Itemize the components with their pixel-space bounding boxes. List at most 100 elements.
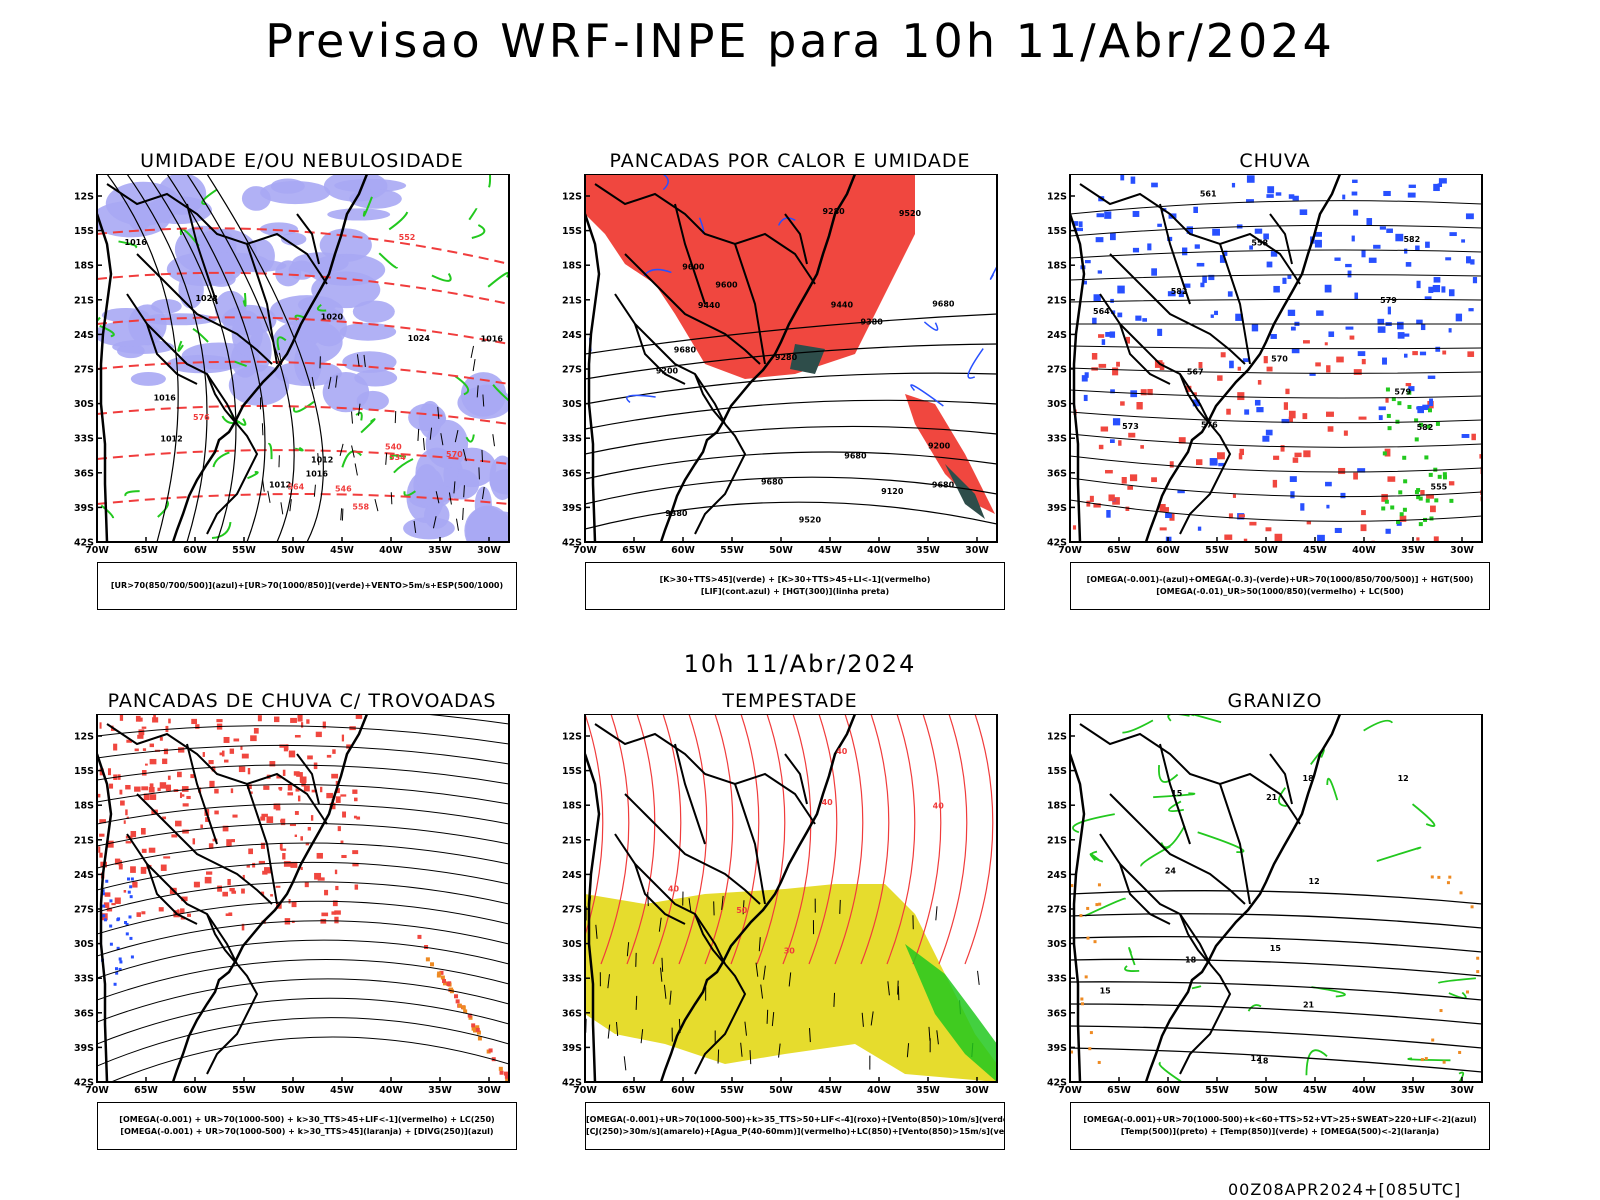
rain-cell [1151, 477, 1157, 483]
rain-cell [1251, 324, 1259, 332]
temp500-line [1070, 1047, 1482, 1073]
lon-label: 30W [1450, 545, 1474, 556]
divergence-dot [129, 936, 133, 940]
thickness-line [97, 405, 509, 425]
rain-cell [1266, 194, 1274, 198]
lifted-index-line [626, 394, 656, 403]
height-contour [1070, 433, 1482, 448]
wind-arrow [476, 385, 479, 398]
storm-cell [134, 786, 141, 792]
temp850-line [1167, 714, 1190, 722]
rain-cell [1448, 289, 1455, 297]
wind-arrow [351, 445, 355, 458]
wind-arrow [390, 492, 393, 505]
wind-vector [870, 1011, 874, 1026]
humidity-blob [130, 371, 166, 386]
lat-label: 30S [562, 939, 582, 950]
rain-cell [1357, 468, 1366, 473]
lat-label: 36S [1047, 468, 1067, 479]
rain-cell [1178, 437, 1186, 444]
wind-arrow [417, 428, 420, 441]
legend-box: [OMEGA(-0.001)+UR>70(1000-500)+k>35_TTS>… [585, 1102, 1005, 1150]
divergence-dot [130, 877, 134, 881]
omega-dot [1086, 936, 1090, 940]
rain-cell [1433, 467, 1438, 472]
forecast-time: 10h 11/Abr/2024 [683, 650, 917, 678]
storm-cell [287, 792, 294, 796]
wind-arrow [481, 450, 484, 463]
rain-cell [1434, 498, 1439, 503]
storm-cell [247, 767, 251, 775]
contour-label: 570 [1271, 354, 1288, 363]
storm-cell [231, 839, 235, 843]
rain-cell [1334, 257, 1341, 261]
storm-cell [242, 874, 245, 881]
storm-cell [229, 887, 235, 892]
storm-cell [335, 796, 341, 803]
wind-vector [778, 1043, 781, 1058]
green-contour [378, 252, 399, 269]
storm-cell [104, 892, 111, 897]
rain-cell [1435, 346, 1441, 352]
wind-vector [755, 962, 759, 977]
rain-cell [1349, 335, 1355, 340]
divergence-dot [118, 967, 122, 971]
storm-cell [354, 884, 359, 890]
storm-cell [294, 811, 299, 815]
country-border [1179, 373, 1209, 423]
storm-cell [439, 970, 444, 975]
omega-dot [1459, 891, 1463, 895]
storm-cell [206, 871, 213, 875]
lon-label: 35W [428, 1085, 452, 1096]
humidity-blob [193, 252, 270, 273]
rain-cell [1083, 394, 1088, 402]
rain-cell [1232, 494, 1236, 498]
contour-label: 9680 [674, 345, 697, 354]
omega-dot [1442, 1060, 1446, 1064]
rain-cell [1336, 356, 1344, 363]
storm-cell [352, 789, 358, 794]
storm-cell [342, 811, 347, 818]
rain-cell [1442, 475, 1447, 480]
rain-cell [1159, 527, 1167, 531]
rain-cell [1229, 360, 1234, 369]
rain-cell [1414, 418, 1419, 423]
rain-cell [1287, 275, 1292, 280]
country-border [136, 253, 273, 365]
wind-arrow [435, 491, 440, 504]
temp500-line [1070, 890, 1482, 905]
lat-label: 15S [74, 766, 94, 777]
storm-cell [246, 864, 250, 868]
temp850-line [1122, 719, 1154, 734]
storm-cell [282, 853, 286, 860]
lon-label: 30W [1450, 1085, 1474, 1096]
streamline [97, 714, 509, 725]
storm-cell [241, 888, 245, 894]
rain-cell [1345, 263, 1352, 268]
humidity-blob [260, 181, 331, 205]
divergence-dot [127, 890, 131, 894]
storm-cell [301, 780, 306, 787]
rain-cell [1246, 199, 1254, 203]
storm-cell [153, 714, 156, 719]
rain-cell [1353, 472, 1358, 480]
rain-cell [1385, 397, 1389, 403]
green-contour [389, 454, 407, 460]
storm-cell [231, 890, 237, 894]
streamline [97, 725, 509, 745]
contour-label: 24 [1165, 867, 1177, 876]
humidity-blob [178, 270, 204, 309]
contour-label: 18 [1185, 956, 1197, 965]
lon-label: 60W [1156, 545, 1180, 556]
storm-cell [233, 738, 240, 742]
divergence-dot [124, 921, 128, 925]
rain-cell [1408, 184, 1416, 188]
storm-cell [341, 854, 347, 859]
legend-line: [LIF](cont.azul) + [HGT(300)](linha pret… [700, 587, 890, 596]
storm-cell [314, 872, 322, 880]
rain-cell [1257, 380, 1262, 385]
storm-cell [436, 973, 441, 978]
rain-cell [1455, 313, 1463, 322]
rain-cell [1093, 503, 1101, 508]
temp500-line [1070, 1003, 1482, 1025]
